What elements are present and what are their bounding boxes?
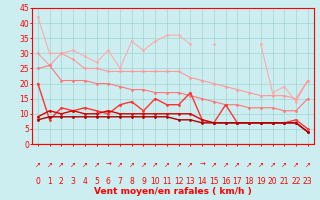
Text: ↗: ↗ xyxy=(188,162,193,168)
Text: 21: 21 xyxy=(279,178,289,186)
Text: ↗: ↗ xyxy=(35,162,41,168)
Text: ↗: ↗ xyxy=(152,162,158,168)
Text: 16: 16 xyxy=(221,178,230,186)
Text: 5: 5 xyxy=(94,178,99,186)
Text: 4: 4 xyxy=(82,178,87,186)
Text: ↗: ↗ xyxy=(164,162,170,168)
Text: 15: 15 xyxy=(209,178,219,186)
Text: 23: 23 xyxy=(303,178,313,186)
Text: 12: 12 xyxy=(174,178,183,186)
Text: ↗: ↗ xyxy=(93,162,100,168)
Text: ↗: ↗ xyxy=(82,162,88,168)
Text: 3: 3 xyxy=(71,178,76,186)
Text: ↗: ↗ xyxy=(70,162,76,168)
Text: ↗: ↗ xyxy=(293,162,299,168)
Text: ↗: ↗ xyxy=(140,162,147,168)
Text: ↗: ↗ xyxy=(117,162,123,168)
Text: 19: 19 xyxy=(256,178,266,186)
Text: 8: 8 xyxy=(129,178,134,186)
Text: 0: 0 xyxy=(36,178,40,186)
Text: ↗: ↗ xyxy=(281,162,287,168)
Text: ↗: ↗ xyxy=(269,162,276,168)
Text: 17: 17 xyxy=(233,178,242,186)
Text: 6: 6 xyxy=(106,178,111,186)
Text: 13: 13 xyxy=(186,178,195,186)
Text: ↗: ↗ xyxy=(223,162,228,168)
Text: 18: 18 xyxy=(244,178,254,186)
Text: ↗: ↗ xyxy=(305,162,311,168)
Text: →: → xyxy=(105,162,111,168)
Text: ↗: ↗ xyxy=(58,162,64,168)
Text: ↗: ↗ xyxy=(129,162,135,168)
Text: 9: 9 xyxy=(141,178,146,186)
Text: 1: 1 xyxy=(47,178,52,186)
Text: 2: 2 xyxy=(59,178,64,186)
Text: ↗: ↗ xyxy=(211,162,217,168)
Text: 20: 20 xyxy=(268,178,277,186)
Text: 7: 7 xyxy=(117,178,123,186)
Text: 10: 10 xyxy=(150,178,160,186)
Text: Vent moyen/en rafales ( km/h ): Vent moyen/en rafales ( km/h ) xyxy=(94,187,252,196)
Text: →: → xyxy=(199,162,205,168)
Text: 22: 22 xyxy=(291,178,301,186)
Text: ↗: ↗ xyxy=(258,162,264,168)
Text: 14: 14 xyxy=(197,178,207,186)
Text: ↗: ↗ xyxy=(234,162,240,168)
Text: 11: 11 xyxy=(162,178,172,186)
Text: ↗: ↗ xyxy=(47,162,52,168)
Text: ↗: ↗ xyxy=(176,162,182,168)
Text: ↗: ↗ xyxy=(246,162,252,168)
